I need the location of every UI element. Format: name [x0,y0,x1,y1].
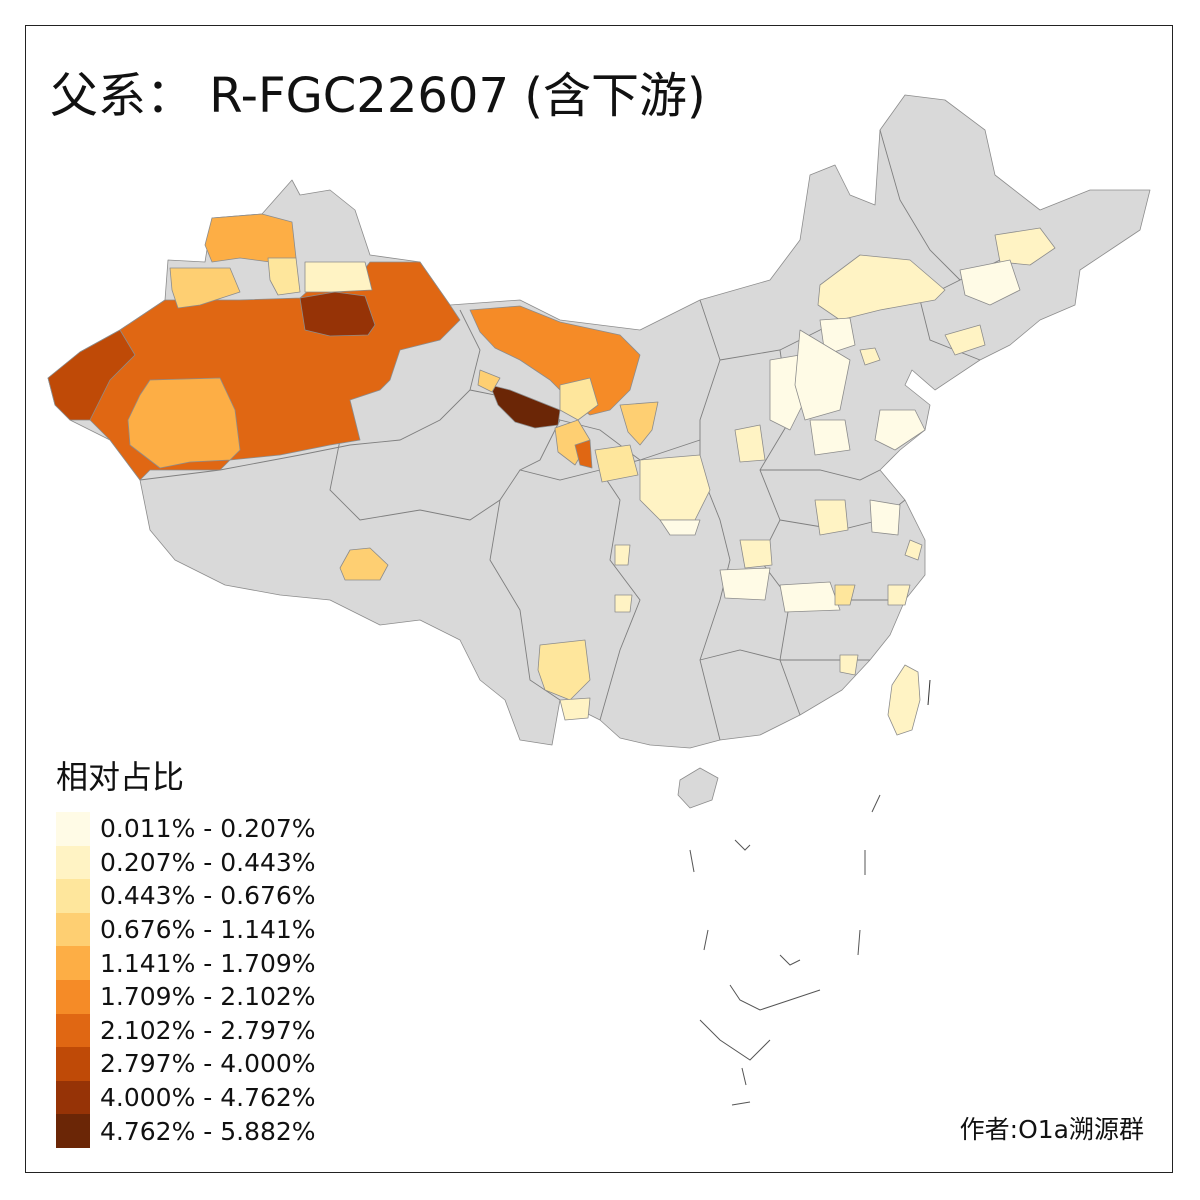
region-jiangsu-a [814,499,849,536]
legend-swatch [56,946,90,980]
region-zhangye [489,384,561,429]
region-jiuquan [477,369,501,393]
region-hubei [719,567,771,601]
legend-label: 4.762% - 5.882% [100,1116,316,1146]
legend-item: 0.011% - 0.207% [56,812,316,846]
region-henan-a [734,424,766,463]
legend-swatch [56,912,90,947]
legend-label: 2.102% - 2.797% [100,1015,316,1045]
legend: 相对占比 0.011% - 0.207% 0.207% - 0.443% 0.4… [56,752,316,1148]
south-china-sea-islands [689,794,881,1106]
legend-swatch [56,979,90,1014]
legend-swatch [56,1013,90,1048]
region-jiangsu-b [869,499,901,536]
legend-item: 4.000% - 4.762% [56,1080,316,1115]
region-xilingol [817,254,946,321]
region-ningxia [619,401,659,446]
legend-swatch [56,1080,90,1115]
region-zhejiang [887,584,911,606]
region-liaoning [944,324,986,356]
region-urumqi [299,291,376,337]
region-hebei [794,329,851,421]
region-karamay [267,257,301,296]
region-kashgar [47,329,136,421]
legend-label: 2.797% - 4.000% [100,1049,316,1079]
taiwan-region [887,664,931,736]
region-shandong [874,409,926,451]
region-yunnan-south [559,697,591,721]
legend-label: 1.709% - 2.102% [100,982,316,1012]
data-regions [47,213,1056,721]
legend-item: 2.797% - 4.000% [56,1047,316,1081]
region-hanzhong [659,519,701,536]
region-tianshui [594,444,639,483]
legend-swatch [56,812,90,846]
legend-label: 1.141% - 1.709% [100,948,316,978]
legend-item: 4.762% - 5.882% [56,1114,316,1148]
legend-label: 0.011% - 0.207% [100,814,316,844]
legend-item: 0.443% - 0.676% [56,879,316,913]
legend-item: 2.102% - 2.797% [56,1013,316,1048]
legend-item: 1.709% - 2.102% [56,979,316,1014]
region-hulunbuir [994,227,1056,266]
page-title: 父系： R-FGC22607 (含下游) [50,68,706,124]
region-sichuan-b [614,594,633,613]
legend-item: 0.207% - 0.443% [56,845,316,880]
legend-label: 4.000% - 4.762% [100,1083,316,1113]
legend-item: 0.676% - 1.141% [56,912,316,947]
region-jiangxi-b [834,584,856,606]
region-lhasa [339,547,389,581]
region-beijing [819,317,856,356]
region-tianjin [859,347,881,366]
region-henan-b [809,419,851,456]
region-dingxi [574,439,593,469]
region-anhui [739,539,773,569]
region-wuwei [559,377,599,421]
legend-title: 相对占比 [56,758,185,796]
region-sichuan-a [614,544,631,566]
author-credit: 作者:O1a溯源群 [959,1115,1144,1144]
region-altay [204,213,297,263]
region-changji [304,261,373,293]
region-shanghai [904,539,923,561]
region-hotan [127,377,241,469]
legend-label: 0.443% - 0.676% [100,881,316,911]
legend-items: 0.011% - 0.207% 0.207% - 0.443% 0.443% -… [56,812,316,1148]
region-alxa [469,305,641,416]
legend-swatch [56,1114,90,1148]
legend-label: 0.207% - 0.443% [100,847,316,877]
region-jilin [959,259,1021,306]
legend-item: 1.141% - 1.709% [56,946,316,980]
legend-swatch [56,1047,90,1081]
region-jiangxi [779,581,841,613]
region-shaanxi [639,454,711,521]
region-fujian [839,654,859,676]
legend-swatch [56,845,90,880]
legend-label: 0.676% - 1.141% [100,915,316,945]
legend-swatch [56,879,90,913]
region-tacheng [169,267,241,309]
